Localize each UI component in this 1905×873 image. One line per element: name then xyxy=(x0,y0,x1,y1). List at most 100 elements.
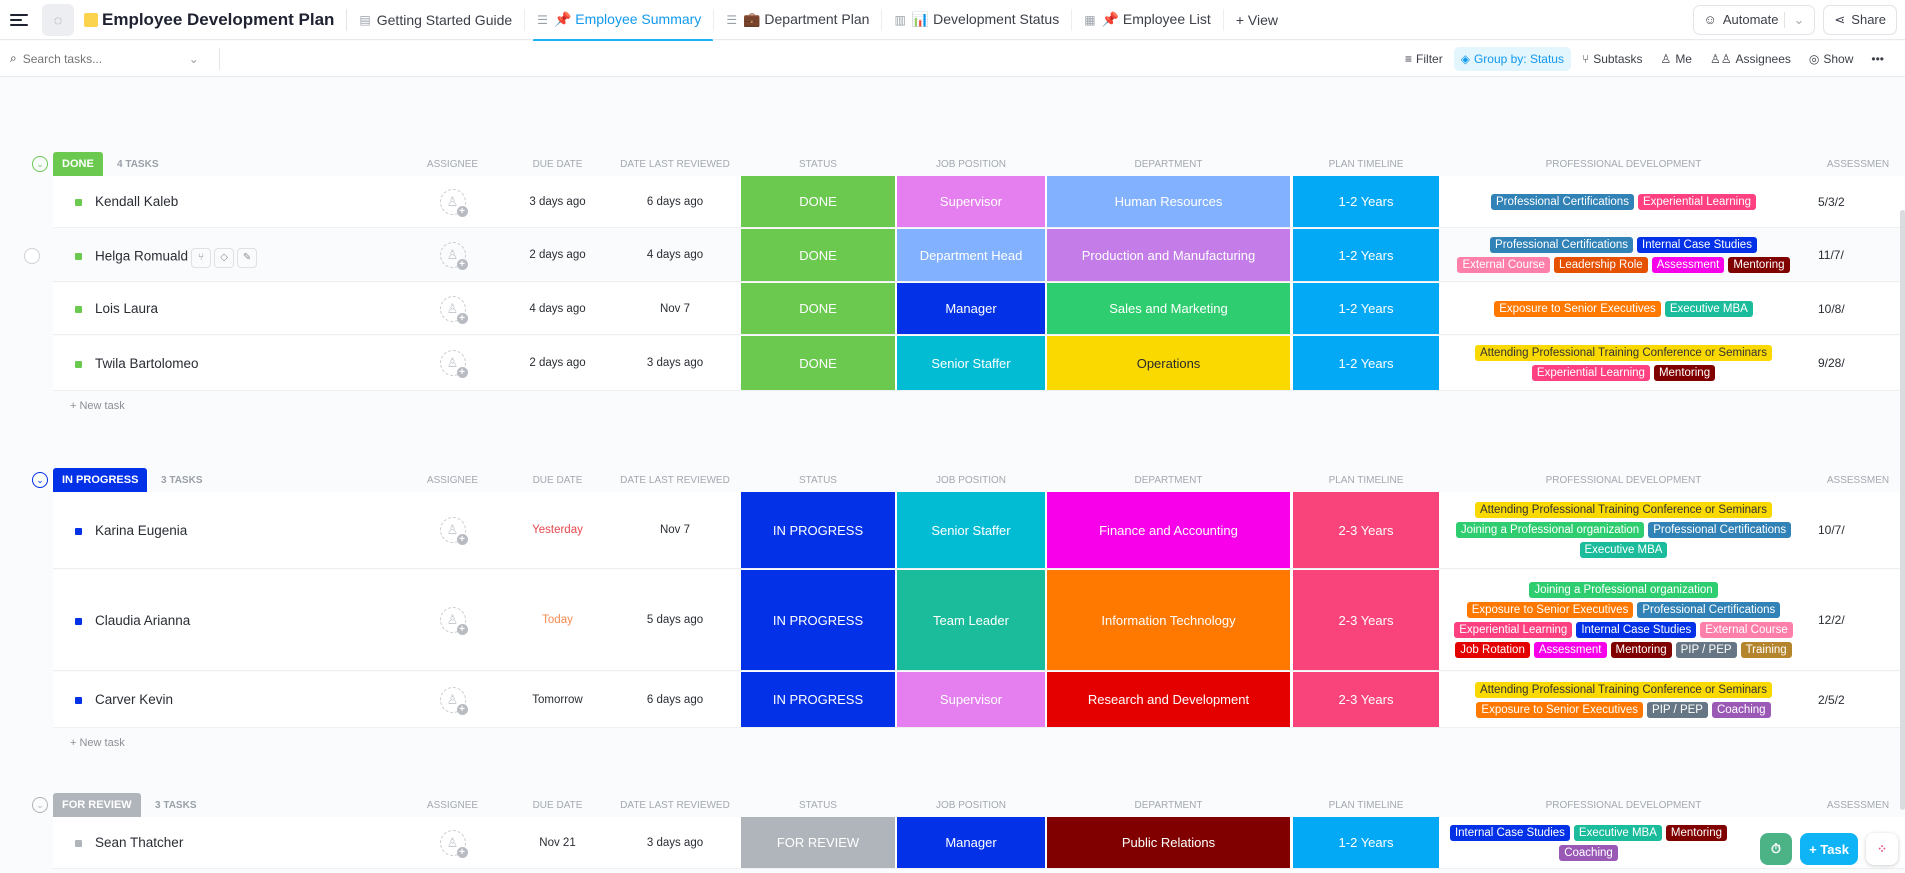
cell-prof[interactable]: Attending Professional Training Conferen… xyxy=(1441,672,1806,727)
table-row[interactable]: Sean Thatcher ♙ + Nov 21 3 days ago FOR REVIE… xyxy=(53,817,1905,869)
assignees-button[interactable]: ♙♙ Assignees xyxy=(1703,47,1798,71)
cell-job[interactable]: Senior Staffer xyxy=(897,492,1045,568)
cell-job[interactable]: Team Leader xyxy=(897,570,1045,670)
cell-due[interactable]: 2 days ago xyxy=(529,249,586,261)
cell-reviewed[interactable]: 4 days ago xyxy=(646,249,704,261)
share-button[interactable]: ⋖ Share xyxy=(1823,4,1897,35)
task-name[interactable]: Helga Romuald ⑂ ◇ ✎ xyxy=(95,247,258,268)
tag-icon[interactable]: ◇ xyxy=(214,247,235,268)
cell-prof[interactable]: Attending Professional Training Conferen… xyxy=(1441,492,1806,568)
search-input[interactable] xyxy=(22,51,183,66)
cell-reviewed[interactable]: Nov 7 xyxy=(659,302,691,315)
apps-icon[interactable]: ⁘ xyxy=(1866,833,1898,865)
cell-prof[interactable]: Professional Certifications Internal Case… xyxy=(1441,229,1806,281)
cell-plan[interactable]: 2-3 Years xyxy=(1293,492,1439,568)
cell-dept[interactable]: Information Technology xyxy=(1047,570,1290,670)
collapse-toggle-icon[interactable]: ⌄ xyxy=(32,797,48,813)
cell-assignee[interactable]: ♙ + xyxy=(400,229,505,281)
cell-dept[interactable]: Research and Development xyxy=(1047,672,1290,727)
tab-employee-list[interactable]: ▦ 📌 Employee List xyxy=(1072,8,1224,31)
cell-plan[interactable]: 1-2 Years xyxy=(1293,817,1439,868)
cell-job[interactable]: Manager xyxy=(897,283,1045,334)
add-task-button[interactable]: + Task xyxy=(1800,833,1858,865)
edit-icon[interactable]: ✎ xyxy=(237,247,258,268)
column-header-assignee[interactable]: Assignee xyxy=(426,159,479,170)
cell-assessment[interactable]: 11/7/ xyxy=(1818,248,1844,262)
column-header-assessment[interactable]: Assessmen xyxy=(1826,475,1890,486)
column-header-status[interactable]: Status xyxy=(799,475,837,486)
cell-job[interactable]: Supervisor xyxy=(897,176,1045,227)
assignee-avatar-placeholder[interactable]: ♙ + xyxy=(439,350,468,378)
assignee-avatar-placeholder[interactable]: ♙ + xyxy=(439,829,468,858)
collapse-toggle-icon[interactable]: ⌄ xyxy=(32,472,48,488)
column-header-assignee[interactable]: Assignee xyxy=(426,475,479,486)
me-button[interactable]: ♙ Me xyxy=(1654,47,1699,71)
column-header-plan[interactable]: Plan timeline xyxy=(1328,475,1404,486)
cell-assessment[interactable]: 2/5/2 xyxy=(1818,692,1845,707)
column-header-job[interactable]: Job position xyxy=(935,159,1006,170)
subtasks-button[interactable]: ⑂ Subtasks xyxy=(1575,47,1650,71)
scrollbar[interactable] xyxy=(1900,210,1905,810)
cell-prof[interactable]: Exposure to Senior Executives Executive M… xyxy=(1441,283,1806,334)
new-task-button[interactable]: + New task xyxy=(70,400,125,412)
cell-prof[interactable]: Professional Certifications Experiential … xyxy=(1441,176,1806,227)
assignee-avatar-placeholder[interactable]: ♙ + xyxy=(439,242,468,270)
column-header-prof[interactable]: Professional development xyxy=(1545,800,1702,811)
collapse-toggle-icon[interactable]: ⌄ xyxy=(32,156,48,172)
column-header-plan[interactable]: Plan timeline xyxy=(1328,159,1404,170)
assignee-avatar-placeholder[interactable]: ♙ + xyxy=(439,607,468,635)
cell-assessment[interactable]: 10/7/ xyxy=(1818,523,1845,537)
cell-dept[interactable]: Public Relations xyxy=(1047,817,1290,868)
cell-dept[interactable]: Operations xyxy=(1047,336,1290,390)
column-header-reviewed[interactable]: Date last reviewed xyxy=(620,475,730,486)
cell-plan[interactable]: 1-2 Years xyxy=(1293,336,1439,390)
cell-job[interactable]: Department Head xyxy=(897,229,1045,281)
menu-icon[interactable] xyxy=(10,13,28,26)
cell-job[interactable]: Supervisor xyxy=(897,672,1045,727)
select-checkbox[interactable] xyxy=(24,247,40,264)
column-header-assessment[interactable]: Assessmen xyxy=(1826,159,1890,170)
cell-job[interactable]: Senior Staffer xyxy=(897,336,1045,390)
automate-button[interactable]: ☺ Automate ⌄ xyxy=(1692,4,1816,35)
cell-reviewed[interactable]: 5 days ago xyxy=(646,614,704,626)
task-name[interactable]: Sean Thatcher xyxy=(95,835,184,850)
cell-assessment[interactable]: 5/3/2 xyxy=(1818,194,1845,209)
chevron-down-icon[interactable]: ⌄ xyxy=(188,51,199,66)
cell-assignee[interactable]: ♙ + xyxy=(400,283,505,334)
column-header-status[interactable]: Status xyxy=(799,800,837,811)
cell-assignee[interactable]: ♙ + xyxy=(400,176,505,227)
cell-assignee[interactable]: ♙ + xyxy=(400,336,505,390)
column-header-status[interactable]: Status xyxy=(799,159,837,170)
subtask-icon[interactable]: ⑂ xyxy=(191,247,212,268)
column-header-dept[interactable]: Department xyxy=(1134,800,1203,811)
cell-dept[interactable]: Production and Manufacturing xyxy=(1047,229,1290,281)
cell-assignee[interactable]: ♙ + xyxy=(400,817,505,868)
cell-plan[interactable]: 1-2 Years xyxy=(1293,229,1439,281)
timer-button[interactable]: ⏱ xyxy=(1760,833,1792,865)
tab-development-status[interactable]: ▥ 📊 Development Status xyxy=(882,8,1073,31)
cell-assessment[interactable]: 12/2/ xyxy=(1818,613,1845,627)
filter-button[interactable]: ≡ Filter xyxy=(1398,47,1450,71)
column-header-reviewed[interactable]: Date last reviewed xyxy=(620,800,730,811)
table-row[interactable]: Twila Bartolomeo ♙ + 2 days ago 3 days ago DO… xyxy=(53,336,1905,391)
task-name[interactable]: Claudia Arianna xyxy=(95,612,191,628)
column-header-prof[interactable]: Professional development xyxy=(1545,159,1702,170)
column-header-plan[interactable]: Plan timeline xyxy=(1328,800,1404,811)
task-name[interactable]: Lois Laura xyxy=(95,301,159,316)
table-row[interactable]: Lois Laura ♙ + 4 days ago Nov 7 DONE Manager Sa… xyxy=(53,283,1905,335)
cell-assessment[interactable]: 9/28/ xyxy=(1818,356,1845,370)
group-by-button[interactable]: ◈ Group by: Status xyxy=(1453,46,1571,71)
cell-due[interactable]: 4 days ago xyxy=(529,302,586,315)
assignee-avatar-placeholder[interactable]: ♙ + xyxy=(439,295,468,324)
cell-dept[interactable]: Human Resources xyxy=(1047,176,1290,227)
assignee-avatar-placeholder[interactable]: ♙ + xyxy=(439,188,468,217)
cell-assignee[interactable]: ♙ + xyxy=(400,570,505,670)
cell-plan[interactable]: 1-2 Years xyxy=(1293,176,1439,227)
cell-assessment[interactable]: 10/8/ xyxy=(1818,301,1845,316)
cell-plan[interactable]: 2-3 Years xyxy=(1293,672,1439,727)
column-header-reviewed[interactable]: Date last reviewed xyxy=(620,159,730,170)
cell-prof[interactable]: Joining a Professional organization Expos… xyxy=(1441,570,1806,670)
cell-due[interactable]: 3 days ago xyxy=(529,195,586,208)
task-name[interactable]: Carver Kevin xyxy=(95,692,174,707)
task-name[interactable]: Kendall Kaleb xyxy=(95,194,179,209)
